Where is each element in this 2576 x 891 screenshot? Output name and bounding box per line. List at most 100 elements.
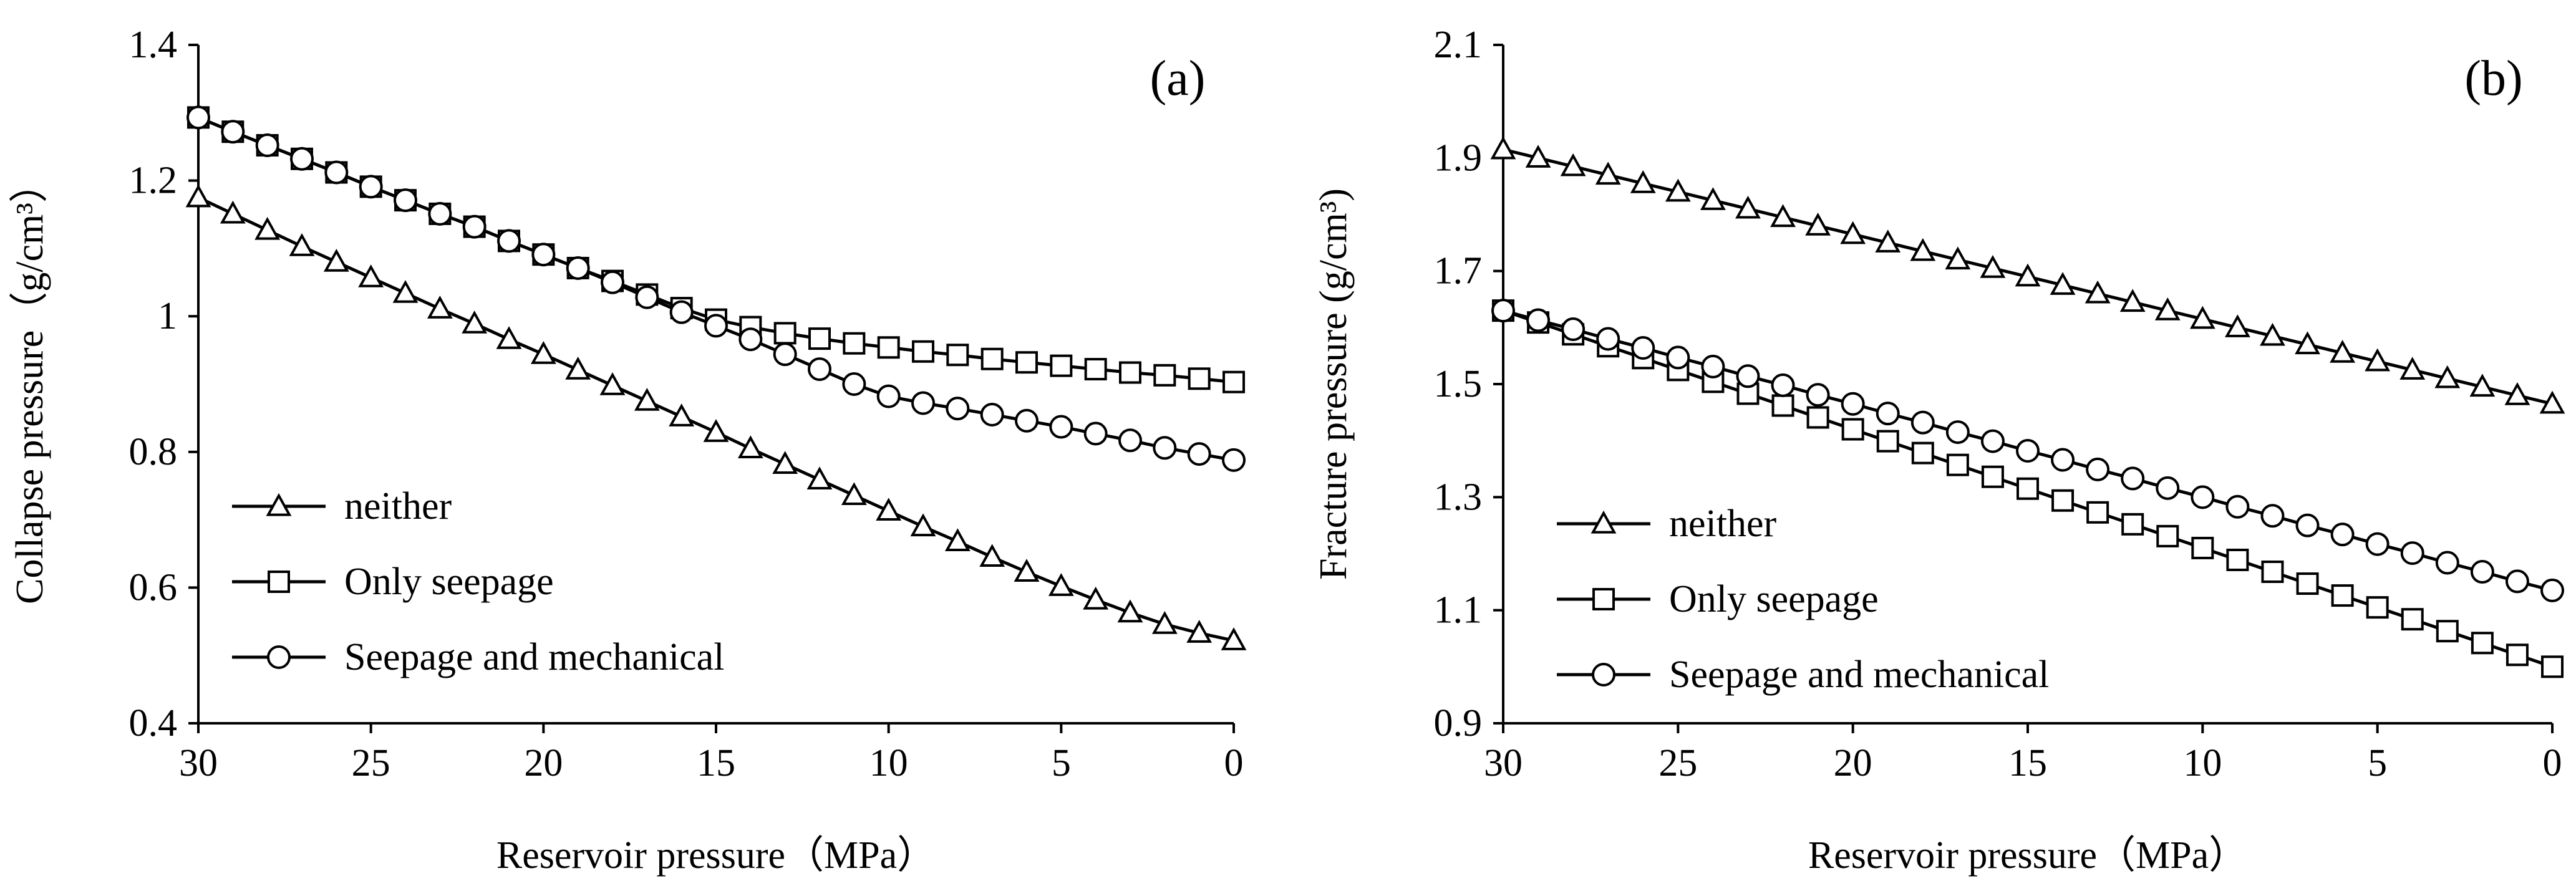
data-point-triangle: [2189, 306, 2215, 329]
data-point-triangle: [1805, 213, 1831, 236]
data-point-triangle: [737, 435, 763, 458]
data-point-square: [2051, 489, 2075, 512]
data-point-triangle: [1770, 204, 1796, 228]
y-tick-label: 0.8: [129, 431, 178, 473]
y-tick-label: 1.4: [129, 24, 178, 66]
data-point-circle: [1910, 410, 1935, 435]
data-point-square: [2086, 501, 2109, 524]
y-tick-label: 1.9: [1434, 137, 1483, 179]
data-point-circle: [2191, 485, 2215, 509]
y-tick-label: 1: [158, 295, 177, 337]
legend-marker-circle: [267, 645, 291, 669]
x-tick-label: 15: [697, 742, 735, 784]
data-point-circle: [1736, 364, 1760, 388]
data-point-circle: [704, 314, 728, 338]
data-point-circle: [2470, 560, 2494, 584]
data-point-circle: [2540, 578, 2564, 602]
data-point-circle: [531, 243, 556, 267]
data-point-square: [1084, 358, 1107, 381]
data-point-circle: [497, 229, 521, 253]
x-tick-label: 30: [179, 742, 218, 784]
data-point-circle: [1015, 408, 1039, 433]
data-point-circle: [1841, 392, 1865, 416]
data-point-circle: [462, 214, 487, 239]
y-tick-label: 0.4: [129, 702, 178, 744]
data-point-square: [1981, 465, 2004, 488]
data-point-circle: [394, 188, 417, 213]
data-point-square: [1119, 361, 1141, 384]
data-point-circle: [911, 391, 935, 415]
data-point-triangle: [462, 311, 488, 334]
data-point-triangle: [2119, 289, 2146, 312]
data-point-circle: [876, 384, 901, 408]
data-point-circle: [669, 300, 694, 324]
data-point-triangle: [1221, 627, 1247, 650]
data-point-circle: [601, 270, 624, 294]
data-point-square: [2017, 477, 2039, 500]
data-point-square: [1911, 441, 1934, 465]
data-point-circle: [2365, 532, 2390, 556]
data-point-circle: [1876, 402, 1900, 426]
data-point-triangle: [1700, 187, 1726, 210]
x-tick-label: 30: [1484, 742, 1523, 784]
legend-label: Only seepage: [344, 561, 554, 603]
data-point-circle: [1596, 327, 1620, 351]
data-point-triangle: [2504, 382, 2530, 405]
data-point-triangle: [2085, 280, 2111, 304]
legend-marker-square: [268, 571, 290, 593]
data-point-triangle: [2434, 365, 2461, 388]
x-tick-label: 15: [2008, 742, 2047, 784]
data-point-circle: [186, 105, 210, 130]
data-point-circle: [2121, 466, 2145, 491]
series-line-square: [198, 116, 1234, 384]
data-point-square: [808, 327, 831, 350]
legend-label: neither: [344, 485, 452, 527]
data-point-square: [2401, 608, 2424, 631]
data-point-circle: [738, 327, 763, 352]
data-point-triangle: [530, 341, 556, 364]
data-point-square: [773, 322, 797, 345]
data-point-triangle: [1525, 145, 1551, 168]
data-point-triangle: [1630, 170, 1656, 193]
x-tick-label: 25: [1658, 742, 1697, 784]
data-point-square: [2331, 584, 2354, 607]
data-point-circle: [2330, 523, 2355, 547]
data-point-circle: [1561, 317, 1586, 342]
data-point-circle: [1083, 421, 1108, 446]
data-point-circle: [1701, 354, 1725, 378]
data-point-triangle: [427, 296, 453, 319]
data-point-circle: [1153, 436, 1177, 460]
data-point-triangle: [1186, 620, 1213, 643]
data-point-circle: [2260, 504, 2285, 528]
data-point-square: [2226, 548, 2249, 571]
data-point-triangle: [1875, 229, 1901, 253]
data-point-triangle: [1560, 153, 1586, 176]
data-point-circle: [2016, 438, 2040, 463]
y-tick-label: 2.1: [1434, 24, 1483, 66]
data-point-triangle: [772, 451, 798, 474]
data-point-triangle: [392, 280, 419, 303]
data-point-triangle: [1490, 136, 1516, 160]
data-point-square: [2541, 655, 2564, 678]
data-point-circle: [1771, 373, 1795, 397]
data-point-square: [2261, 561, 2284, 584]
x-axis-title: Reservoir pressure（MPa）: [1808, 834, 2247, 877]
data-point-triangle: [289, 233, 315, 256]
legend-label: Seepage and mechanical: [344, 636, 724, 678]
data-point-triangle: [2050, 272, 2076, 295]
data-point-circle: [635, 285, 659, 309]
data-point-circle: [1980, 429, 2005, 453]
data-point-square: [2296, 572, 2319, 595]
data-point-square: [1841, 418, 1864, 441]
legend-marker-triangle: [266, 493, 292, 516]
data-point-circle: [1806, 383, 1830, 407]
data-point-circle: [1945, 420, 1970, 445]
data-point-triangle: [1735, 195, 1761, 219]
data-point-circle: [221, 120, 245, 144]
data-point-triangle: [2365, 348, 2391, 372]
x-tick-label: 10: [2183, 742, 2222, 784]
data-point-triangle: [669, 403, 695, 426]
legend-marker-circle: [1592, 663, 1615, 686]
legend-marker-triangle: [1591, 510, 1617, 534]
data-point-square: [1771, 394, 1794, 417]
